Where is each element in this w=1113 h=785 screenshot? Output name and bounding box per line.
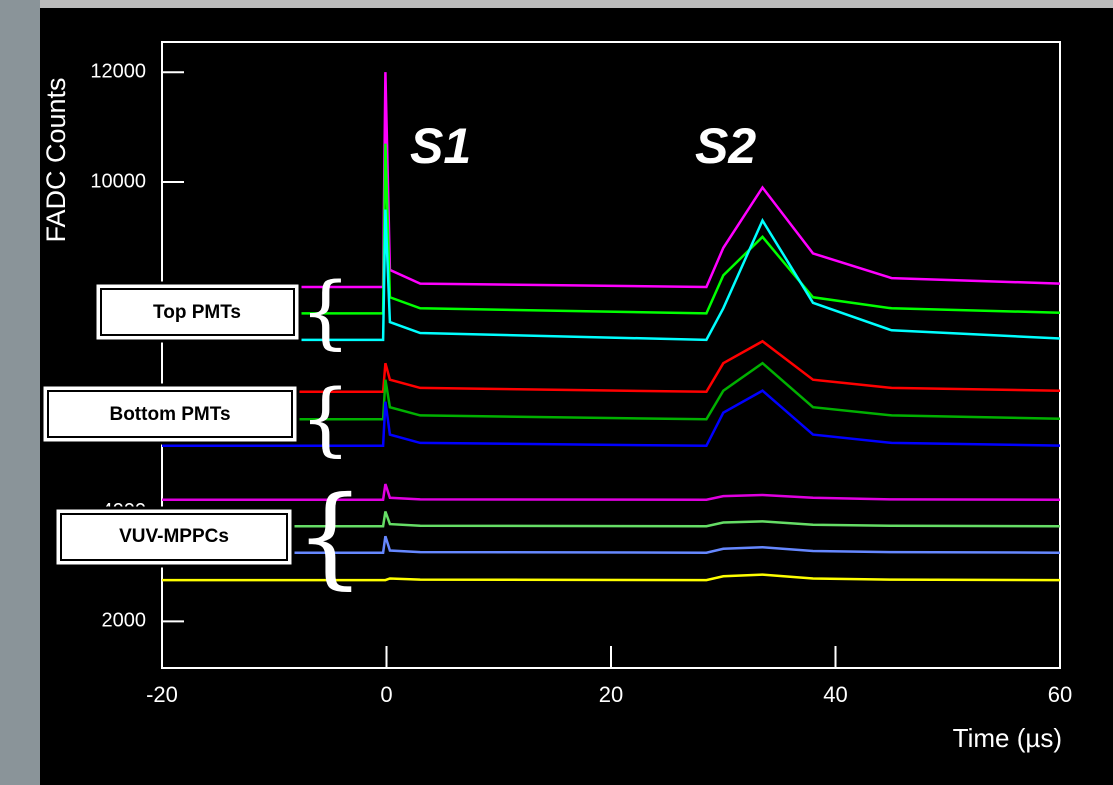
y-tick-label: 10000	[90, 170, 146, 192]
y-tick-label: 2000	[102, 610, 147, 632]
x-tick-label: 0	[380, 682, 392, 707]
series-line	[162, 339, 1061, 394]
group-label: Bottom PMTs	[109, 404, 230, 425]
left-strip	[0, 0, 40, 785]
brace: {	[300, 265, 351, 358]
x-axis-label: Time (µs)	[953, 723, 1062, 753]
series-line	[162, 511, 1061, 528]
series-line	[162, 535, 1061, 554]
group-box-border	[60, 513, 288, 561]
series-line	[162, 483, 1061, 501]
brace: {	[295, 472, 365, 600]
group-box	[53, 506, 295, 568]
overlay: S1 S2 Top PMTs { Bottom PMTs { VUV-MPPCs…	[40, 118, 756, 600]
brace: {	[300, 372, 351, 465]
group-box	[93, 281, 302, 343]
x-tick-label: 20	[599, 682, 623, 707]
x-tick-label: 60	[1048, 682, 1072, 707]
x-tick-label: -20	[146, 682, 178, 707]
group-box-border	[47, 390, 293, 438]
annotation: S2	[695, 118, 756, 174]
x-tick-label: 40	[823, 682, 847, 707]
y-tick-label: 12000	[90, 60, 146, 82]
series-line	[162, 573, 1061, 582]
series-line	[162, 361, 1061, 421]
y-axis-label: FADC Counts	[41, 77, 71, 242]
series-line	[162, 143, 1061, 315]
series-line	[162, 389, 1061, 448]
annotation: S1	[410, 118, 471, 174]
group-box-border	[100, 288, 295, 336]
group-label: Top PMTs	[153, 302, 241, 323]
group-box	[40, 383, 300, 445]
top-strip	[0, 0, 1113, 8]
group-label: VUV-MPPCs	[119, 526, 229, 547]
series-line	[162, 209, 1061, 342]
